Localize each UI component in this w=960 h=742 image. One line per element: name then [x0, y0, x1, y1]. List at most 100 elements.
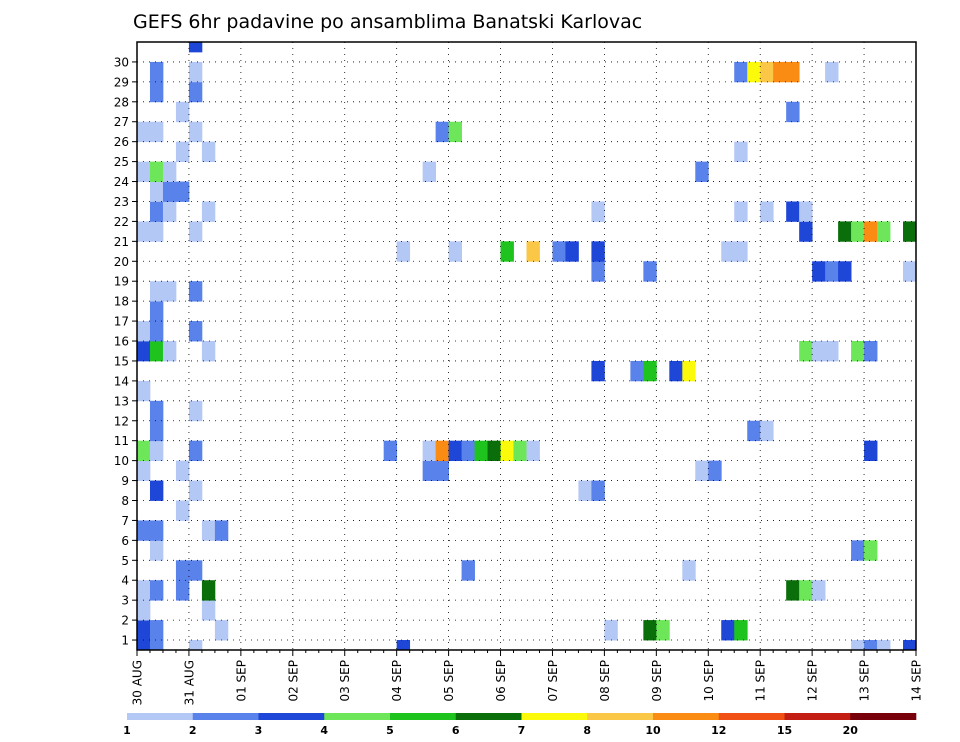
x-tick-label: 12 SEP — [806, 660, 820, 702]
heatmap-cell — [851, 640, 865, 651]
heatmap-cell — [435, 121, 449, 143]
heatmap-cell — [137, 341, 151, 362]
heatmap-cell — [643, 620, 657, 641]
heatmap-cell — [149, 620, 164, 641]
y-tick-label: 6 — [121, 534, 129, 548]
colorbar-label: 10 — [645, 724, 661, 737]
y-tick-label: 25 — [114, 155, 129, 169]
heatmap-cell — [630, 360, 644, 382]
heatmap-cell — [149, 480, 164, 501]
y-tick-label: 4 — [121, 574, 129, 588]
heatmap-cell — [838, 261, 852, 282]
heatmap-cell — [825, 261, 839, 282]
heatmap-cell — [137, 321, 151, 342]
heatmap-cell — [812, 261, 826, 282]
colorbar-swatch — [324, 713, 391, 720]
heatmap-cell — [591, 241, 605, 262]
heatmap-cell — [734, 241, 748, 262]
y-tick-label: 2 — [121, 614, 129, 628]
heatmap-cell — [149, 121, 164, 143]
heatmap-cell — [474, 440, 488, 462]
y-tick-label: 18 — [114, 295, 129, 309]
heatmap-cell — [137, 380, 151, 402]
heatmap-cell — [201, 201, 216, 222]
y-tick-label: 13 — [114, 394, 129, 408]
heatmap-cell — [864, 341, 878, 362]
heatmap-cell — [500, 440, 514, 462]
heatmap-cell — [137, 580, 151, 601]
y-tick-label: 19 — [114, 275, 129, 289]
heatmap-cell — [137, 600, 151, 621]
colorbar-swatch — [192, 713, 259, 720]
heatmap-cell — [188, 640, 203, 651]
heatmap-cell — [669, 360, 683, 382]
heatmap-cell — [422, 440, 437, 462]
heatmap-cell — [903, 640, 917, 651]
x-tick-label: 08 SEP — [598, 660, 612, 702]
heatmap-cell — [137, 640, 151, 651]
x-tick-label: 02 SEP — [286, 660, 300, 702]
heatmap-cell — [591, 261, 605, 282]
y-tick-label: 23 — [114, 195, 129, 209]
heatmap-cell — [188, 121, 203, 143]
heatmap-cell — [591, 480, 605, 501]
heatmap-cell — [448, 241, 462, 262]
y-tick-label: 24 — [114, 175, 129, 189]
x-tick-label: 13 SEP — [858, 660, 872, 702]
colorbar-label: 20 — [843, 724, 859, 737]
y-tick-label: 27 — [114, 115, 129, 129]
heatmap-cell — [137, 161, 151, 182]
heatmap-cell — [812, 580, 826, 601]
heatmap-cell — [578, 480, 592, 501]
heatmap-cell — [435, 440, 449, 462]
heatmap-cell — [201, 341, 216, 362]
heatmap-cell — [643, 261, 657, 282]
colorbar-swatch — [784, 713, 851, 720]
heatmap-cell — [526, 241, 540, 262]
heatmap-cell — [734, 61, 748, 83]
heatmap-cell — [137, 221, 151, 242]
heatmap-cell — [799, 341, 813, 362]
heatmap-cell — [137, 620, 151, 641]
y-tick-label: 16 — [114, 335, 129, 349]
heatmap-cell — [643, 360, 657, 382]
heatmap-cell — [500, 241, 514, 262]
y-tick-label: 9 — [121, 474, 129, 488]
heatmap-cell — [487, 440, 501, 462]
y-tick-label: 17 — [114, 315, 129, 329]
heatmap-cell — [201, 520, 216, 541]
colorbar-swatch — [455, 713, 522, 720]
heatmap-cell — [149, 540, 164, 561]
x-tick-label: 03 SEP — [338, 660, 352, 702]
heatmap-cell — [877, 221, 891, 242]
y-tick-label: 28 — [114, 95, 129, 109]
heatmap-cell — [149, 420, 164, 442]
colorbar-label: 7 — [518, 724, 526, 737]
heatmap-cell — [422, 161, 437, 182]
heatmap-cell — [721, 241, 735, 262]
heatmap-cell — [149, 580, 164, 601]
y-tick-label: 21 — [114, 235, 129, 249]
heatmap-cell — [734, 201, 748, 222]
x-axis: 30 AUG 31 AUG 01 SEP 02 SEP 03 SEP 04 SEP 05 S… — [131, 650, 924, 705]
y-tick-label: 30 — [114, 55, 129, 69]
x-tick-label: 11 SEP — [754, 660, 768, 702]
heatmap-cell — [149, 400, 164, 422]
heatmap-cell — [773, 61, 787, 83]
colorbar-swatch — [390, 713, 457, 720]
colorbar-label: 2 — [189, 724, 197, 737]
heatmap-cell — [149, 181, 164, 202]
heatmap-cell — [383, 440, 398, 462]
heatmap-cell — [864, 640, 878, 651]
heatmap-cell — [799, 580, 813, 601]
chart-title: GEFS 6hr padavine po ansamblima Banatski… — [133, 11, 642, 33]
heatmap-cell — [149, 61, 164, 83]
x-tick-label: 10 SEP — [702, 660, 716, 702]
heatmap-cell — [201, 141, 216, 162]
colorbar: 1 2 3 4 5 6 7 8 10 12 15 20 — [123, 713, 917, 737]
heatmap-cell — [162, 181, 177, 202]
heatmap-cell — [175, 460, 190, 481]
heatmap-cell — [721, 620, 735, 641]
colorbar-label: 4 — [320, 724, 328, 737]
